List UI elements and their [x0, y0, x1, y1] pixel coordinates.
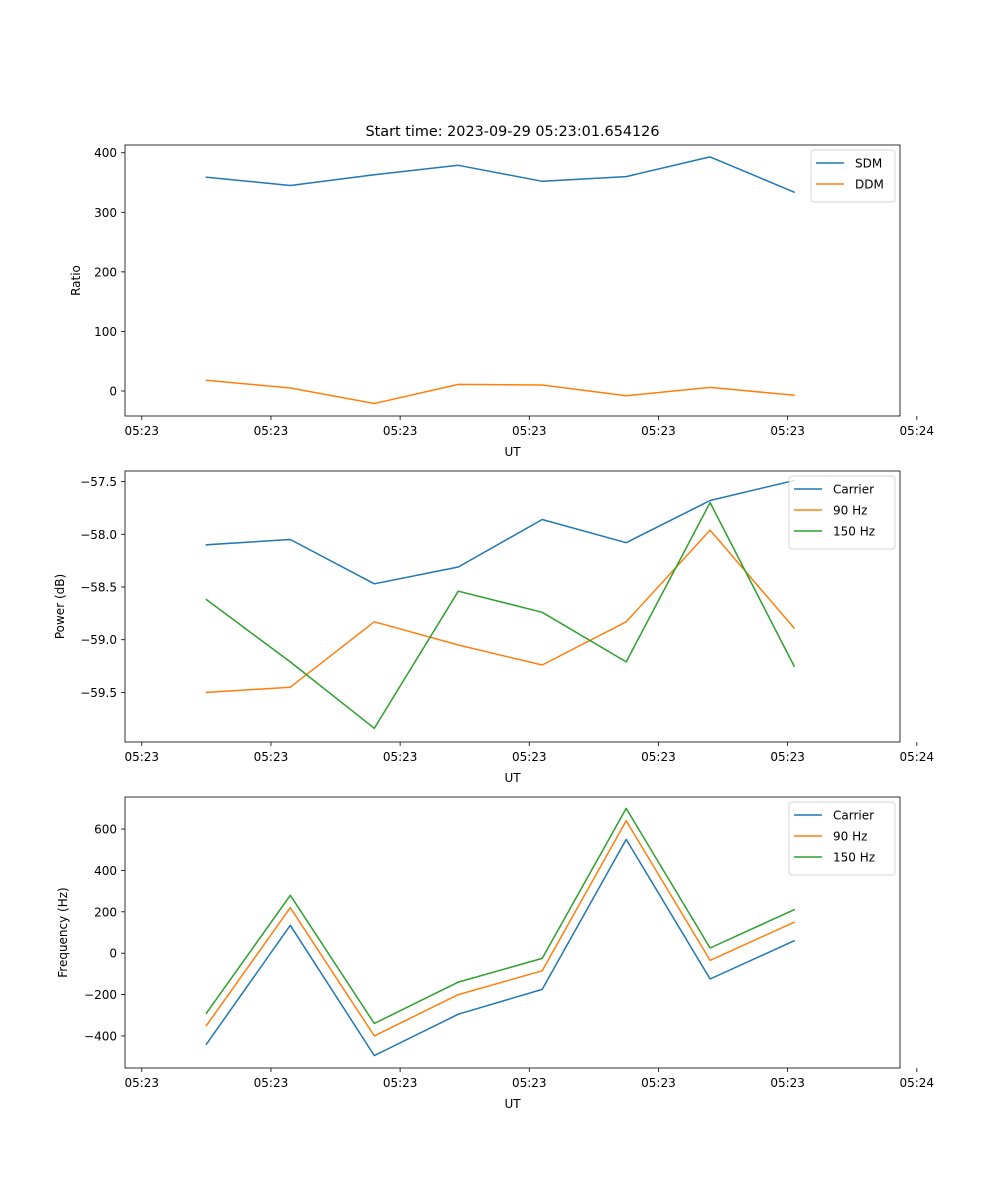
- power-legend-150-hz-label: 150 Hz: [833, 525, 875, 539]
- power-x-axis: 05:23 05:23 05:23 05:23 05:23 05:23 05:24: [124, 742, 934, 764]
- ratio-x-axis-label: UT: [504, 445, 521, 459]
- frequency-x-axis: 05:23 05:23 05:23 05:23 05:23 05:23 05:24: [124, 1068, 934, 1090]
- ratio-x-tick-label: 05:23: [254, 424, 289, 438]
- ratio-plot-area: [124, 144, 901, 417]
- frequency-series-150-hz-line: [205, 807, 796, 1025]
- ratio-x-tick-label: 05:24: [899, 424, 934, 438]
- power-y-tick-label: −57.5: [80, 475, 117, 489]
- power-x-tick-label: 05:23: [124, 750, 159, 764]
- frequency-y-tick-label: −400: [84, 1029, 117, 1043]
- frequency-plot-area: [124, 796, 901, 1069]
- ratio-x-tick-label: 05:23: [641, 424, 676, 438]
- power-y-tick-label: −59.0: [80, 633, 117, 647]
- power-legend-carrier-label: Carrier: [833, 483, 874, 497]
- power-legend-90-hz-label: 90 Hz: [833, 504, 867, 518]
- ratio-legend-frame: [810, 149, 896, 203]
- ratio-x-tick-label: 05:23: [512, 424, 547, 438]
- frequency-y-axis-label: Frequency (Hz): [56, 887, 70, 978]
- power-x-tick-label: 05:23: [383, 750, 418, 764]
- frequency-legend-90-hz-label: 90 Hz: [833, 830, 867, 844]
- ratio-y-tick-label: 400: [94, 146, 117, 160]
- power-legend: Carrier 90 Hz 150 Hz: [788, 475, 896, 550]
- ratio-legend-sdm-label: SDM: [855, 157, 882, 171]
- power-x-tick-label: 05:23: [770, 750, 805, 764]
- frequency-y-tick-label: −200: [84, 988, 117, 1002]
- power-chart: 05:23 05:23 05:23 05:23 05:23 05:23 05:24 −59.…: [53, 470, 934, 785]
- ratio-y-tick-label: 0: [109, 384, 117, 398]
- frequency-y-tick-label: 200: [94, 905, 117, 919]
- frequency-legend-carrier-label: Carrier: [833, 809, 874, 823]
- power-y-axis-label: Power (dB): [53, 574, 67, 639]
- power-y-tick-label: −58.0: [80, 528, 117, 542]
- ratio-x-tick-label: 05:23: [124, 424, 159, 438]
- frequency-x-tick-label: 05:24: [899, 1076, 934, 1090]
- frequency-y-axis: −400 −200 0 200 400 600: [84, 823, 125, 1043]
- figure-title: Start time: 2023-09-29 05:23:01.654126: [365, 124, 659, 140]
- ratio-series-ddm-line: [205, 379, 795, 405]
- power-series-group: [205, 479, 796, 730]
- power-x-tick-label: 05:23: [512, 750, 547, 764]
- frequency-series-90-hz-line: [205, 820, 796, 1037]
- ratio-x-tick-label: 05:23: [770, 424, 805, 438]
- ratio-chart: 05:23 05:23 05:23 05:23 05:23 05:23 05:24 0 100…: [69, 144, 934, 459]
- frequency-y-tick-label: 0: [109, 947, 117, 961]
- frequency-x-tick-label: 05:23: [124, 1076, 159, 1090]
- ratio-y-tick-label: 300: [94, 206, 117, 220]
- ratio-y-axis-label: Ratio: [69, 265, 83, 296]
- power-series-carrier-line: [205, 479, 796, 585]
- frequency-legend: Carrier 90 Hz 150 Hz: [788, 801, 896, 876]
- frequency-y-tick-label: 600: [94, 823, 117, 837]
- ratio-x-tick-label: 05:23: [383, 424, 418, 438]
- frequency-x-tick-label: 05:23: [770, 1076, 805, 1090]
- power-y-tick-label: −58.5: [80, 580, 117, 594]
- ratio-series-group: [205, 156, 796, 405]
- ratio-legend: SDM DDM: [810, 149, 896, 203]
- ratio-y-tick-label: 100: [94, 325, 117, 339]
- frequency-legend-150-hz-label: 150 Hz: [833, 851, 875, 865]
- frequency-y-tick-label: 400: [94, 864, 117, 878]
- power-series-90-hz-line: [205, 529, 796, 694]
- power-y-tick-label: −59.5: [80, 686, 117, 700]
- power-x-tick-label: 05:24: [899, 750, 934, 764]
- ratio-x-axis: 05:23 05:23 05:23 05:23 05:23 05:23 05:24: [124, 416, 934, 438]
- power-x-axis-label: UT: [504, 771, 521, 785]
- frequency-x-tick-label: 05:23: [254, 1076, 289, 1090]
- frequency-x-tick-label: 05:23: [383, 1076, 418, 1090]
- frequency-x-tick-label: 05:23: [641, 1076, 676, 1090]
- power-plot-area: [124, 470, 901, 743]
- ratio-y-tick-label: 200: [94, 265, 117, 279]
- power-x-tick-label: 05:23: [254, 750, 289, 764]
- power-x-tick-label: 05:23: [641, 750, 676, 764]
- frequency-x-axis-label: UT: [504, 1097, 521, 1111]
- ratio-series-sdm-line: [205, 156, 796, 194]
- ratio-legend-ddm-label: DDM: [855, 178, 884, 192]
- frequency-x-tick-label: 05:23: [512, 1076, 547, 1090]
- power-y-axis: −59.5 −59.0 −58.5 −58.0 −57.5: [80, 475, 125, 700]
- frequency-series-carrier-line: [205, 838, 796, 1057]
- power-series-150-hz-line: [205, 501, 796, 730]
- frequency-series-group: [205, 807, 796, 1057]
- frequency-chart: 05:23 05:23 05:23 05:23 05:23 05:23 05:24 −400…: [56, 796, 934, 1111]
- ratio-y-axis: 0 100 200 300 400: [94, 146, 125, 398]
